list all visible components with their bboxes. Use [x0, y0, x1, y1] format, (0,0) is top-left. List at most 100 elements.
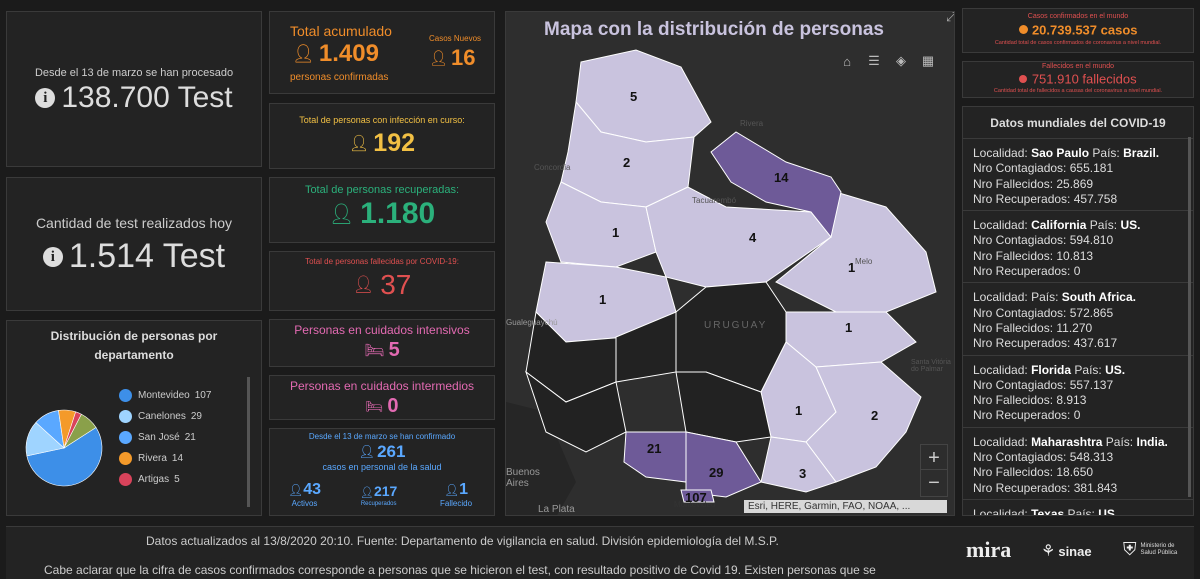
- legend-item[interactable]: Artigas 5: [119, 473, 211, 486]
- home-icon[interactable]: ⌂: [843, 53, 851, 69]
- world-item-label: Nro Fallecidos:: [973, 176, 1054, 191]
- pie-legend: Montevideo 107 Canelones 29 San José 21 Rivera…: [119, 381, 211, 494]
- health-staff-panel: Desde el 13 de marzo se han confirmado 👤…: [269, 428, 495, 516]
- world-item-value: Brazil.: [1123, 146, 1160, 160]
- world-item-label: Nro Contagiados:: [973, 450, 1067, 465]
- info-icon: i: [42, 246, 63, 267]
- world-list[interactable]: Localidad: Sao Paulo País: Brazil. Nro C…: [963, 139, 1193, 516]
- map-label-lavalleja: 1: [795, 403, 803, 418]
- active-value: 192: [373, 129, 416, 157]
- distribution-panel: Distribución de personas por departament…: [6, 320, 262, 516]
- icu-value: 5: [388, 339, 400, 361]
- world-item-line: Nro Contagiados: 594.810: [973, 233, 1183, 248]
- person-icon: 👤︎: [358, 444, 376, 459]
- map-canvas[interactable]: [506, 12, 955, 516]
- world-item-label: Nro Recuperados:: [973, 264, 1071, 279]
- distribution-title: Distribución de personas por departament…: [50, 329, 218, 362]
- legend-label: Canelones: [138, 411, 186, 422]
- world-confirmed-panel: Casos confirmados en el mundo 20.739.537…: [962, 8, 1194, 53]
- legend-item[interactable]: Canelones 29: [119, 410, 211, 423]
- circle-icon: [1018, 25, 1028, 35]
- basemap-icon[interactable]: ▦: [921, 53, 935, 68]
- tests-processed-value: 138.700 Test: [61, 81, 233, 114]
- layers-icon[interactable]: ◈: [896, 53, 906, 68]
- zoom-out-button[interactable]: −: [920, 469, 948, 497]
- world-item-value: US.: [1105, 362, 1126, 377]
- msp-logo: ⛨ Ministerio de Salud Pública: [1123, 539, 1181, 560]
- world-list-item[interactable]: Localidad: País: South Africa. Nro Conta…: [963, 283, 1193, 356]
- pie-slice-otros[interactable]: [63, 413, 97, 449]
- world-item-label: País:: [1067, 506, 1095, 516]
- icu-panel: Personas en cuidados intensivos 🛏︎ 5: [269, 319, 495, 367]
- map-title: Mapa con la distribución de personas: [544, 19, 884, 40]
- world-item-label: Localidad:: [973, 434, 1028, 449]
- footer-line-1: Datos actualizados al 13/8/2020 20:10. F…: [146, 534, 779, 548]
- deaths-value: 37: [380, 269, 412, 300]
- world-list-scrollbar[interactable]: [1188, 137, 1191, 497]
- world-list-item[interactable]: Localidad: California País: US. Nro Cont…: [963, 211, 1193, 284]
- legend-scrollbar[interactable]: [247, 377, 250, 507]
- world-item-label: Nro Recuperados:: [973, 408, 1071, 423]
- world-item-label: Nro Recuperados:: [973, 336, 1071, 351]
- bed-icon: 🛏︎: [364, 342, 385, 360]
- info-icon: i: [35, 88, 56, 108]
- world-item-line: Localidad: País: South Africa.: [973, 290, 1183, 305]
- legend-swatch: [119, 452, 132, 465]
- legend-item[interactable]: Rivera 14: [119, 452, 211, 465]
- legend-swatch: [119, 410, 132, 423]
- place-la-plata: La Plata: [538, 504, 575, 515]
- person-icon: 👤︎: [443, 483, 460, 497]
- world-item-line: Nro Contagiados: 548.313: [973, 450, 1183, 465]
- map-label-san-jose: 21: [647, 441, 662, 456]
- world-item-line: Localidad: Maharashtra País: India.: [973, 435, 1183, 450]
- expand-icon[interactable]: ⤢: [946, 12, 954, 25]
- world-item-label: 11.270: [1056, 320, 1093, 335]
- world-item-label: Localidad:: [973, 506, 1028, 516]
- map-label-treinta-tres: 1: [845, 320, 853, 335]
- place-buenos-aires: Buenos Aires: [506, 467, 540, 489]
- world-item-line: Nro Contagiados: 572.865: [973, 306, 1183, 321]
- world-item-label: Nro Fallecidos:: [973, 320, 1054, 335]
- legend-item[interactable]: Montevideo 107: [119, 389, 211, 402]
- legend-swatch: [119, 473, 132, 486]
- pie-slice-montevideo[interactable]: [26, 427, 103, 487]
- place-santa-vitoria: Santa Vitória do Palmar: [911, 359, 951, 373]
- world-item-label: Nro Contagiados:: [973, 161, 1067, 176]
- new-label: Casos Nuevos: [429, 34, 482, 43]
- world-item-label: Nro Fallecidos:: [973, 465, 1054, 480]
- bed-icon: 🛏︎: [365, 398, 384, 414]
- legend-item[interactable]: San José 21: [119, 431, 211, 444]
- world-item-value: US.: [1098, 506, 1119, 516]
- world-item-label: Localidad:: [973, 362, 1028, 377]
- legend-label: Artigas: [138, 474, 170, 485]
- deaths-panel: Total de personas fallecidas por COVID-1…: [269, 251, 495, 311]
- place-melo: Melo: [855, 257, 873, 266]
- world-item-label: 548.313: [1069, 450, 1114, 465]
- health-recovered-value: 217: [373, 483, 398, 499]
- world-item-value: India.: [1136, 434, 1168, 449]
- world-list-item[interactable]: Localidad: Texas País: US. Nro Contagiad…: [963, 500, 1193, 516]
- world-item-value: Sao Paulo: [1031, 146, 1090, 160]
- map-panel[interactable]: Mapa con la distribución de personas ⤢ ⌂…: [505, 11, 955, 516]
- world-item-label: 437.617: [1073, 336, 1118, 351]
- list-icon[interactable]: ☰: [868, 53, 880, 68]
- person-icon: 👤︎: [328, 203, 355, 226]
- dept-canelones: [685, 431, 762, 498]
- world-deaths-value: 751.910 fallecidos: [1031, 71, 1137, 87]
- world-confirmed-title: Casos confirmados en el mundo: [1027, 13, 1129, 20]
- world-list-item[interactable]: Localidad: Florida País: US. Nro Contagi…: [963, 356, 1193, 428]
- map-label-rio-negro: 1: [599, 292, 607, 307]
- intermediate-panel: Personas en cuidados intermedios 🛏︎ 0: [269, 375, 495, 420]
- zoom-in-button[interactable]: +: [920, 444, 948, 472]
- world-list-item[interactable]: Localidad: Maharashtra País: India. Nro …: [963, 428, 1193, 500]
- world-item-label: País:: [1105, 434, 1134, 449]
- world-list-item[interactable]: Localidad: Sao Paulo País: Brazil. Nro C…: [963, 139, 1193, 212]
- map-label-artigas: 5: [630, 89, 638, 104]
- world-item-value: Texas: [1031, 506, 1065, 516]
- world-item-label: 0: [1073, 264, 1081, 279]
- person-icon: 👤︎: [288, 483, 304, 497]
- place-rivera: Rivera: [740, 119, 764, 128]
- legend-value: 21: [184, 432, 196, 443]
- world-deaths-title: Fallecidos en el mundo: [1042, 63, 1114, 70]
